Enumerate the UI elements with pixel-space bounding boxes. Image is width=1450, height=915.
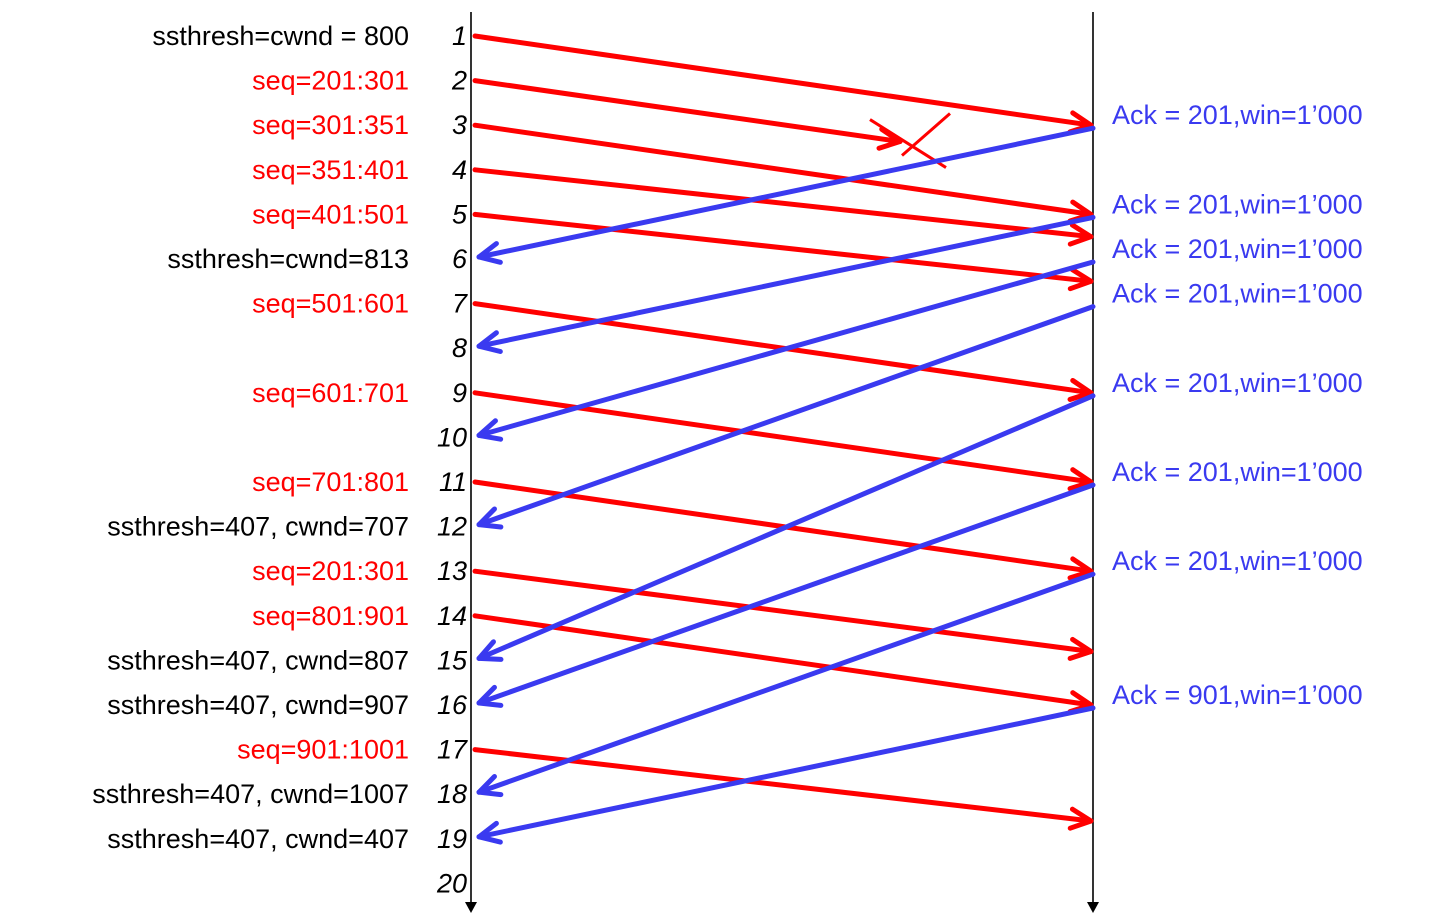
- ack-arrow: [476, 214, 1096, 349]
- state-label: ssthresh=407, cwnd=907: [107, 690, 409, 720]
- state-label: ssthresh=407, cwnd=807: [107, 645, 409, 675]
- segment-arrowhead: [1067, 806, 1094, 831]
- segment-label: seq=501:601: [252, 289, 409, 319]
- state-label: ssthresh=407, cwnd=1007: [92, 779, 409, 809]
- segment-arrow: [472, 167, 1094, 240]
- segment-label: seq=401:501: [252, 199, 409, 229]
- segment-arrow: [472, 211, 1094, 284]
- ack-label: Ack = 901,win=1’000: [1112, 680, 1363, 710]
- ack-label: Ack = 201,win=1’000: [1112, 100, 1363, 130]
- ack-arrow: [476, 304, 1096, 528]
- state-label: ssthresh=cwnd=813: [167, 244, 409, 274]
- state-label: ssthresh=407, cwnd=407: [107, 824, 409, 854]
- ack-arrowhead: [476, 684, 504, 708]
- segment-arrowhead: [1067, 636, 1094, 661]
- state-label: ssthresh=cwnd = 800: [152, 21, 409, 51]
- ack-arrowhead: [476, 506, 504, 530]
- ack-arrow: [476, 259, 1096, 438]
- segment-label: seq=901:1001: [237, 735, 409, 765]
- lost-segment-arrowhead: [876, 126, 903, 151]
- ack-arrow: [476, 705, 1096, 840]
- step-number: 9: [452, 378, 467, 408]
- ack-arrow: [476, 571, 1096, 795]
- step-number: 2: [451, 66, 467, 96]
- state-label: ssthresh=407, cwnd=707: [107, 512, 409, 542]
- segment-arrow: [472, 122, 1094, 217]
- segment-arrowhead: [1067, 222, 1094, 247]
- segment-label: seq=351:401: [252, 155, 409, 185]
- step-number: 6: [452, 244, 468, 274]
- step-number: 17: [437, 735, 468, 765]
- segment-arrowhead: [1067, 377, 1094, 402]
- step-number: 15: [437, 645, 468, 675]
- segment-label: seq=301:351: [252, 110, 409, 140]
- ack-label: Ack = 201,win=1’000: [1112, 234, 1363, 264]
- segment-arrow: [472, 568, 1094, 654]
- ack-label: Ack = 201,win=1’000: [1112, 368, 1363, 398]
- step-number: 16: [437, 690, 468, 720]
- ack-arrow: [476, 125, 1096, 260]
- segment-arrowhead: [1067, 467, 1094, 492]
- step-number: 10: [437, 422, 467, 452]
- step-number: 4: [452, 155, 467, 185]
- ack-arrowhead: [476, 241, 503, 265]
- segment-arrowhead: [1067, 267, 1094, 292]
- ack-arrowhead: [476, 330, 503, 354]
- step-number: 11: [439, 467, 467, 497]
- sender-timeline-arrowhead: [465, 902, 477, 913]
- lost-segment-arrow: [472, 78, 903, 145]
- segment-label: seq=801:901: [252, 601, 409, 631]
- segment-arrow: [472, 747, 1094, 824]
- step-number: 1: [452, 21, 467, 51]
- ack-arrowhead: [476, 639, 504, 662]
- segment-label: seq=201:301: [252, 556, 409, 586]
- ack-label: Ack = 201,win=1’000: [1112, 457, 1363, 487]
- ack-arrow: [476, 482, 1096, 706]
- step-number: 13: [437, 556, 467, 586]
- segment-arrow: [472, 613, 1094, 708]
- step-number: 8: [452, 333, 467, 363]
- segment-label: seq=201:301: [252, 66, 409, 96]
- step-number: 5: [452, 199, 468, 229]
- step-number: 20: [436, 868, 467, 898]
- ack-label: Ack = 201,win=1’000: [1112, 189, 1363, 219]
- segment-label: seq=601:701: [252, 378, 409, 408]
- step-number: 7: [452, 289, 468, 319]
- step-number: 14: [437, 601, 467, 631]
- ack-arrowhead: [476, 418, 504, 442]
- step-number: 19: [437, 824, 467, 854]
- ack-arrow: [476, 393, 1096, 661]
- step-number: 12: [437, 512, 467, 542]
- receiver-timeline-arrowhead: [1087, 902, 1099, 913]
- segment-arrowhead: [1067, 556, 1094, 581]
- step-number: 3: [452, 110, 467, 140]
- ack-label: Ack = 201,win=1’000: [1112, 546, 1363, 576]
- ack-arrowhead: [476, 820, 503, 845]
- ack-arrowhead: [476, 774, 504, 798]
- step-number: 18: [437, 779, 467, 809]
- ack-label: Ack = 201,win=1’000: [1112, 279, 1363, 309]
- loss-cross-icon: [901, 112, 951, 157]
- segment-arrow: [472, 33, 1094, 128]
- segment-label: seq=701:801: [252, 467, 409, 497]
